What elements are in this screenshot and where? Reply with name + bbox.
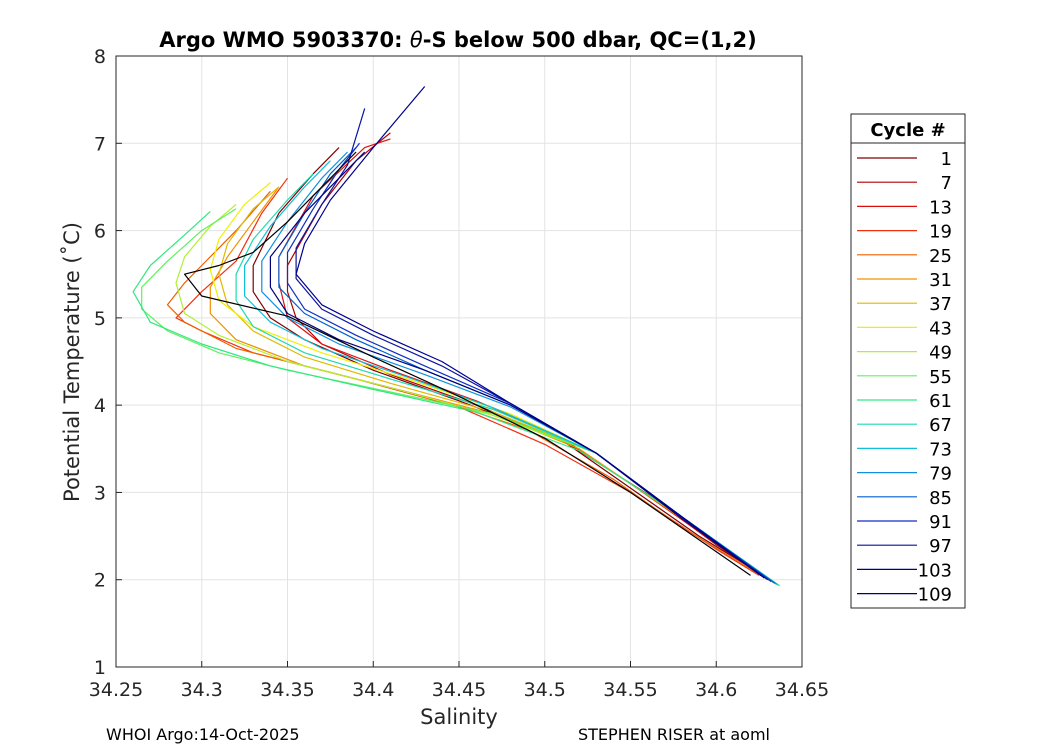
y-tick-label: 3 xyxy=(94,482,106,504)
y-tick-label: 2 xyxy=(94,570,106,592)
legend-entry-label: 85 xyxy=(929,488,952,509)
legend-entry-label: 37 xyxy=(929,294,952,315)
axis-ticks: 34.25 34.3 34.35 34.4 34.45 34.5 34.55 34.6 34.6… xyxy=(89,46,829,701)
footer-left: WHOI Argo:14-Oct-2025 xyxy=(106,725,300,744)
x-axis-label: Salinity xyxy=(420,705,498,729)
x-tick-label: 34.4 xyxy=(352,679,394,701)
series-line-black xyxy=(184,151,751,576)
legend-entry-label: 97 xyxy=(929,536,952,557)
series-line-109 xyxy=(269,151,762,576)
x-tick-label: 34.45 xyxy=(432,679,486,701)
legend-entry-label: 31 xyxy=(929,270,952,291)
x-tick-label: 34.3 xyxy=(181,679,223,701)
legend-entry-label: 55 xyxy=(929,367,952,388)
series-line-1 xyxy=(252,147,769,579)
x-tick-label: 34.35 xyxy=(260,679,314,701)
series-line-91 xyxy=(286,142,772,582)
y-tick-label: 8 xyxy=(94,46,106,68)
y-tick-label: 5 xyxy=(94,308,106,330)
legend-entry-label: 91 xyxy=(929,512,952,533)
y-tick-label: 4 xyxy=(94,395,106,417)
legend-entry-label: 19 xyxy=(929,222,952,243)
chart-title-prefix: Argo WMO 5903370: xyxy=(159,28,410,52)
footer-right: STEPHEN RISER at aoml xyxy=(578,725,770,744)
legend-title: Cycle # xyxy=(870,120,945,141)
x-tick-label: 34.6 xyxy=(695,679,737,701)
legend-entry-label: 109 xyxy=(918,585,952,606)
grid-lines xyxy=(115,55,803,668)
legend-entry-label: 13 xyxy=(929,197,952,218)
y-tick-label: 1 xyxy=(94,657,106,679)
chart-title: Argo WMO 5903370: θ-S below 500 dbar, QC… xyxy=(159,28,756,52)
series-line-13 xyxy=(278,138,758,572)
legend-entry-label: 73 xyxy=(929,439,952,460)
legend-entry-label: 79 xyxy=(929,464,952,485)
chart-title-suffix: -S below 500 dbar, QC=(1,2) xyxy=(423,28,757,52)
legend-entry-label: 25 xyxy=(929,246,952,267)
series-line-31 xyxy=(209,186,772,582)
series-line-25 xyxy=(166,190,769,581)
x-tick-label: 34.5 xyxy=(524,679,566,701)
legend-entry-label: 61 xyxy=(929,391,952,412)
legend-box xyxy=(850,113,966,609)
x-tick-label: 34.55 xyxy=(603,679,657,701)
legend-entry-label: 7 xyxy=(941,173,952,194)
series-line-85 xyxy=(278,147,775,584)
legend-entry-label: 49 xyxy=(929,343,952,364)
series-line-73 xyxy=(244,160,779,586)
legend-entry-label: 43 xyxy=(929,318,952,339)
series-line-67 xyxy=(235,173,779,586)
legend-entry-label: 103 xyxy=(918,560,952,581)
legend-entry-label: 67 xyxy=(929,415,952,436)
legend-entry-label: 1 xyxy=(941,149,952,170)
y-tick-label: 7 xyxy=(94,133,106,155)
legend: Cycle # 1 7 13 19 25 31 37 43 49 55 61 67 73 79 85 91 97… xyxy=(850,113,966,609)
series-lines xyxy=(132,86,781,587)
series-line-7 xyxy=(286,132,762,575)
x-tick-label: 34.65 xyxy=(775,679,829,701)
series-line-61 xyxy=(132,210,781,587)
chart-title-symbol: θ xyxy=(410,28,423,52)
y-axis-label: Potential Temperature (˚C) xyxy=(60,222,84,502)
y-tick-label: 6 xyxy=(94,221,106,243)
x-tick-label: 34.25 xyxy=(89,679,143,701)
